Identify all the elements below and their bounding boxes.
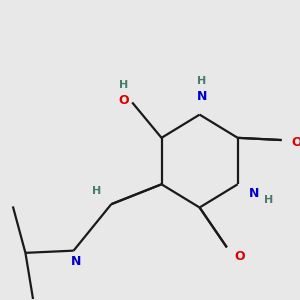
Text: N: N: [70, 255, 81, 268]
Text: H: H: [92, 186, 101, 196]
Text: O: O: [118, 94, 129, 107]
Text: N: N: [196, 90, 207, 104]
Text: O: O: [234, 250, 245, 263]
Text: H: H: [197, 76, 206, 86]
Text: H: H: [119, 80, 128, 90]
Text: N: N: [249, 187, 260, 200]
Text: H: H: [264, 195, 274, 205]
Text: O: O: [291, 136, 300, 149]
